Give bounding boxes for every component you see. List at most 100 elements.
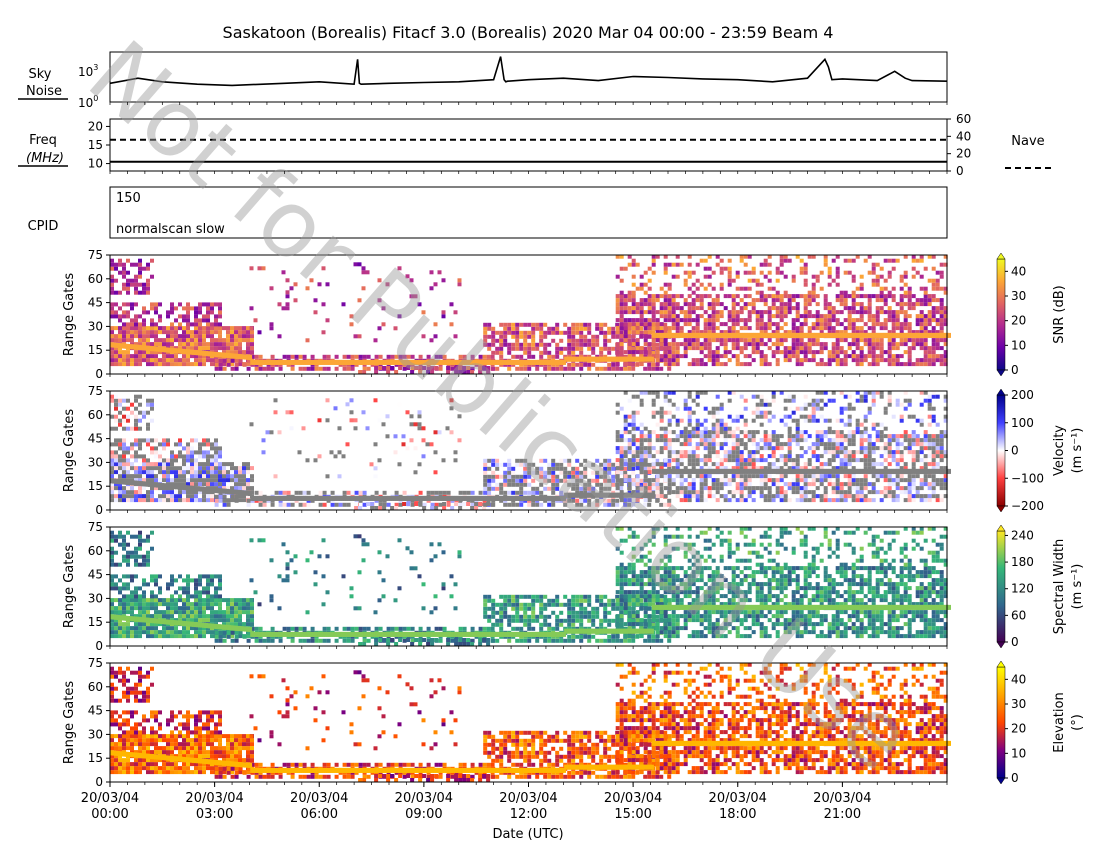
rti-cell	[772, 498, 776, 502]
rti-cell	[816, 342, 820, 346]
rti-cell	[836, 346, 840, 350]
rti-cell	[792, 482, 796, 486]
rti-band-cell	[650, 357, 654, 362]
rti-cell	[230, 334, 234, 338]
rti-cell	[664, 354, 668, 358]
rti-cell	[142, 438, 146, 442]
rti-cell	[832, 279, 836, 283]
rti-cell	[198, 330, 202, 334]
rti-cell	[880, 350, 884, 354]
rti-cell	[250, 466, 254, 470]
rti-cell	[154, 330, 158, 334]
rti-cell	[776, 314, 780, 318]
rti-cell	[740, 478, 744, 482]
rti-cell	[648, 446, 652, 450]
rti-cell	[206, 342, 210, 346]
rti-cell	[932, 326, 936, 330]
rti-cell	[836, 490, 840, 494]
rti-cell	[876, 322, 880, 326]
rti-cell	[523, 331, 527, 335]
rti-cell	[896, 494, 900, 498]
rti-cell	[676, 362, 680, 366]
rti-cell	[114, 462, 118, 466]
rti-cell	[732, 322, 736, 326]
rti-cell	[487, 475, 491, 479]
rti-cell	[732, 442, 736, 446]
rti-cell	[640, 438, 644, 442]
rti-cell	[760, 310, 764, 314]
rti-cell	[808, 302, 812, 306]
rti-cell	[202, 494, 206, 498]
rti-cell	[214, 462, 218, 466]
rti-cell	[684, 438, 688, 442]
rti-cell	[118, 306, 122, 310]
rti-cell	[543, 351, 547, 355]
rti-cell	[760, 490, 764, 494]
rti-cell	[126, 494, 130, 498]
rti-cell	[676, 354, 680, 358]
rti-cell	[928, 318, 932, 322]
rti-cell	[844, 434, 848, 438]
rti-cell	[166, 474, 170, 478]
rti-cell	[708, 430, 712, 434]
rti-cell	[904, 283, 908, 287]
rti-cell	[218, 342, 222, 346]
rti-cell	[892, 438, 896, 442]
rti-cell	[202, 466, 206, 470]
rti-cell	[632, 310, 636, 314]
rti-cell	[844, 458, 848, 462]
rti-cell	[370, 502, 374, 506]
rti-cell	[728, 338, 732, 342]
rti-cell	[788, 442, 792, 446]
rti-cell	[676, 318, 680, 322]
rti-cell	[792, 342, 796, 346]
rti-cell	[114, 310, 118, 314]
rti-cell	[844, 298, 848, 302]
rti-cell	[796, 442, 800, 446]
rti-cell	[888, 350, 892, 354]
rti-cell	[932, 267, 936, 271]
rti-cell	[110, 358, 114, 362]
rti-cell	[134, 442, 138, 446]
rti-cell	[836, 310, 840, 314]
rti-cell	[174, 338, 178, 342]
rti-cell	[724, 354, 728, 358]
rti-cell	[848, 354, 852, 358]
rti-cell	[744, 338, 748, 342]
rti-cell	[126, 326, 130, 330]
rti-cell	[796, 454, 800, 458]
rti-cell	[824, 446, 828, 450]
rti-cell	[555, 343, 559, 347]
rti-cell	[820, 362, 824, 366]
rti-cell	[892, 326, 896, 330]
rti-cell	[700, 259, 704, 263]
rti-cell	[816, 478, 820, 482]
rti-cell	[138, 498, 142, 502]
rti-cell	[487, 487, 491, 491]
rti-cell	[724, 434, 728, 438]
rti-cell	[772, 302, 776, 306]
rti-cell	[860, 287, 864, 291]
rti-cell	[688, 294, 692, 298]
rti-cell	[154, 338, 158, 342]
rti-cell	[210, 482, 214, 486]
rti-cell	[768, 498, 772, 502]
rti-cell	[182, 466, 186, 470]
rti-cell	[126, 474, 130, 478]
rti-cell	[118, 498, 122, 502]
rti-cell	[848, 310, 852, 314]
rti-cell	[202, 358, 206, 362]
rti-cell	[286, 302, 290, 306]
rti-cell	[110, 283, 114, 287]
rti-cell	[708, 314, 712, 318]
rti-cell	[118, 354, 122, 358]
rti-cell	[567, 363, 571, 367]
rti-cell	[351, 367, 355, 371]
rti-cell	[892, 322, 896, 326]
rti-cell	[238, 346, 242, 350]
rti-cell	[644, 350, 648, 354]
rti-cell	[728, 458, 732, 462]
rti-cell	[892, 342, 896, 346]
rti-cell	[696, 462, 700, 466]
rti-cell	[860, 275, 864, 279]
